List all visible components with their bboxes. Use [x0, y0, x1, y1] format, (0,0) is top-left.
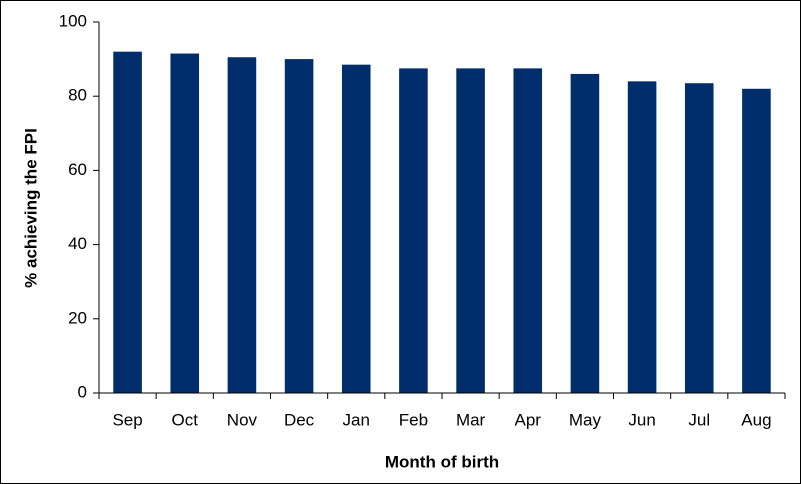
x-tick-label: Jan: [343, 410, 370, 429]
x-tick-label: Aug: [741, 410, 771, 429]
x-axis-label: Month of birth: [385, 452, 499, 471]
bar: [513, 68, 543, 393]
y-tick-label: 40: [68, 234, 87, 253]
x-tick-label: May: [569, 410, 602, 429]
x-tick-label: Jul: [688, 410, 710, 429]
bar: [284, 59, 314, 393]
bar: [627, 81, 657, 394]
bar: [341, 64, 371, 393]
bar: [113, 51, 142, 394]
x-tick-label: Dec: [284, 410, 315, 429]
y-tick-label: 80: [68, 86, 87, 105]
bar: [227, 57, 257, 394]
x-tick-label: Feb: [399, 410, 428, 429]
x-tick-label: Nov: [227, 410, 258, 429]
y-tick-label: 0: [78, 382, 87, 401]
x-tick-label: Oct: [172, 410, 199, 429]
x-tick-label: Apr: [515, 410, 542, 429]
bar: [742, 88, 771, 393]
x-tick-label: Mar: [456, 410, 486, 429]
y-tick-label: 60: [68, 160, 87, 179]
bar: [170, 53, 200, 393]
x-tick-label: Jun: [628, 410, 655, 429]
bar: [570, 73, 600, 393]
y-axis-label: % achieving the FPI: [21, 128, 40, 288]
bar: [456, 68, 485, 393]
bar: [399, 68, 428, 393]
y-tick-label: 20: [68, 308, 87, 327]
x-tick-label: Sep: [112, 410, 142, 429]
bar: [684, 83, 714, 393]
y-tick-label: 100: [59, 11, 87, 30]
